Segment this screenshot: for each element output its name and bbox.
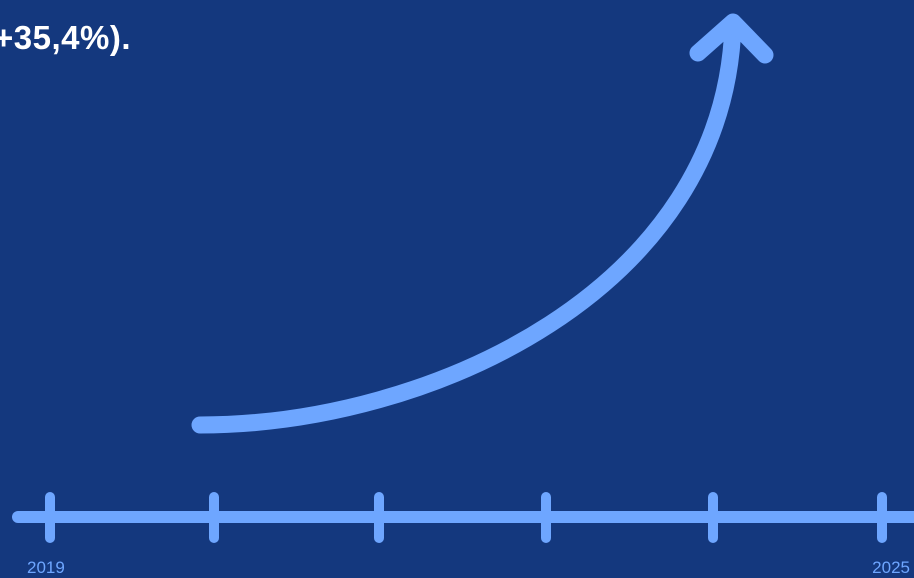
growth-curve [191, 15, 742, 434]
headline-text: +35,4%). [0, 19, 131, 56]
growth-arrow-icon [191, 13, 774, 434]
timeline-end-year: 2025 [872, 558, 910, 577]
timeline-axis [12, 492, 914, 543]
arrow-head [689, 13, 774, 64]
timeline-start-year: 2019 [27, 558, 65, 577]
